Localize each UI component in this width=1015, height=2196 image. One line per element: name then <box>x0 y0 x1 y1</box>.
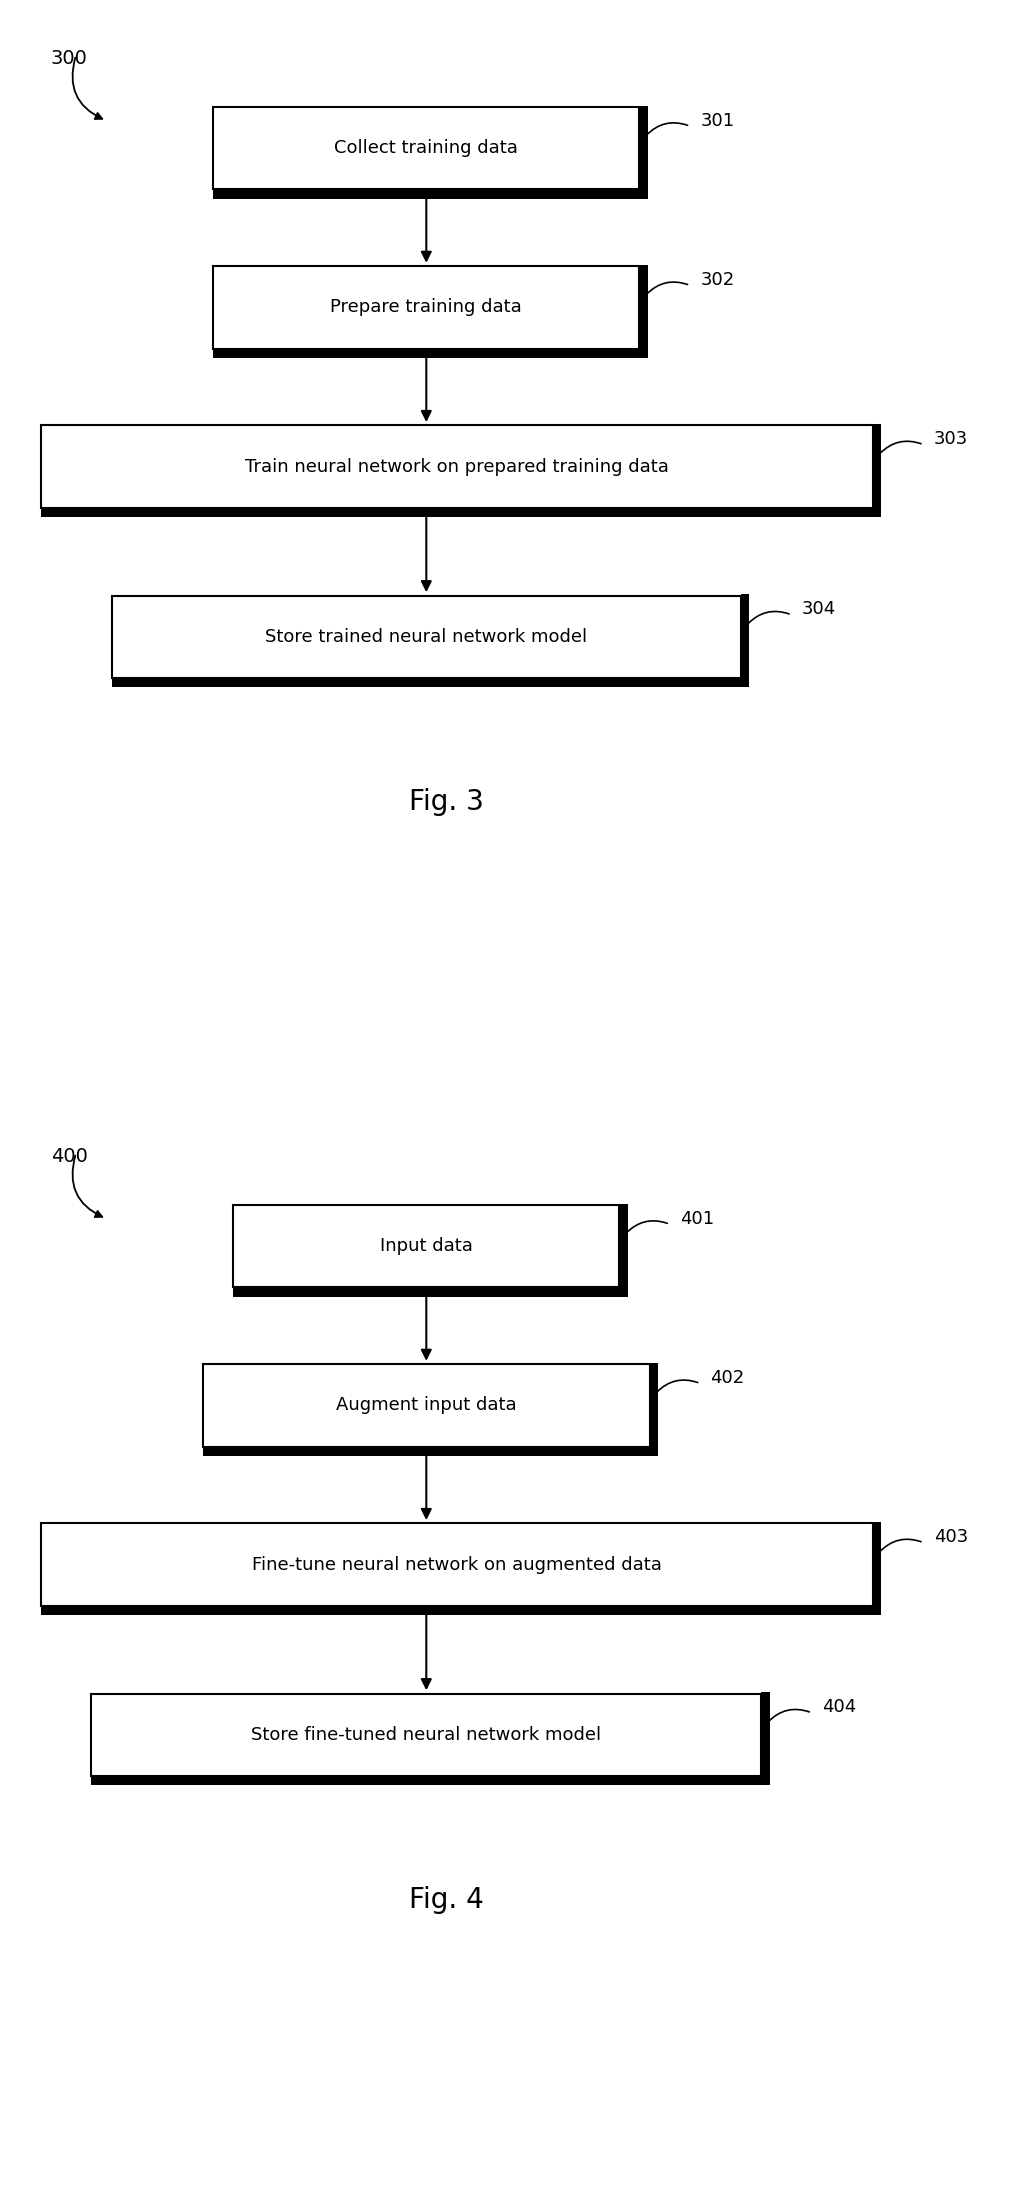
Bar <box>761 1693 769 1783</box>
Bar <box>639 105 648 198</box>
Bar <box>91 1777 769 1785</box>
Text: Store fine-tuned neural network model: Store fine-tuned neural network model <box>252 1726 601 1744</box>
Bar <box>41 426 873 507</box>
Bar <box>213 266 639 349</box>
Bar <box>213 189 648 198</box>
Bar <box>873 1522 881 1614</box>
Text: 301: 301 <box>700 112 735 130</box>
Bar <box>213 349 648 358</box>
Bar <box>112 595 741 679</box>
Text: 300: 300 <box>51 48 87 68</box>
Bar <box>203 1447 658 1456</box>
Bar <box>203 1364 650 1447</box>
Bar <box>639 266 648 356</box>
Text: 403: 403 <box>934 1528 968 1546</box>
Text: Collect training data: Collect training data <box>334 138 519 158</box>
Bar <box>650 1364 658 1454</box>
Bar <box>41 1524 873 1605</box>
Bar <box>619 1203 627 1296</box>
Bar <box>213 108 639 189</box>
Text: 402: 402 <box>710 1368 745 1388</box>
Bar <box>741 595 749 685</box>
Bar <box>91 1693 761 1777</box>
Bar <box>112 679 749 687</box>
Text: 401: 401 <box>680 1210 715 1228</box>
Bar <box>233 1287 627 1296</box>
Text: Store trained neural network model: Store trained neural network model <box>265 628 588 646</box>
Bar <box>873 424 881 516</box>
Text: Fine-tune neural network on augmented data: Fine-tune neural network on augmented da… <box>252 1555 662 1575</box>
Text: Fig. 4: Fig. 4 <box>409 1886 484 1913</box>
Text: Train neural network on prepared training data: Train neural network on prepared trainin… <box>245 457 669 477</box>
Bar <box>233 1206 619 1287</box>
Text: 304: 304 <box>802 600 836 619</box>
Text: Input data: Input data <box>380 1236 473 1256</box>
Text: 303: 303 <box>934 430 968 448</box>
Bar <box>41 507 881 516</box>
Text: 404: 404 <box>822 1698 857 1717</box>
Text: 302: 302 <box>700 270 735 290</box>
Text: Augment input data: Augment input data <box>336 1397 517 1414</box>
Text: Prepare training data: Prepare training data <box>331 299 522 316</box>
Text: Fig. 3: Fig. 3 <box>409 788 484 815</box>
Bar <box>41 1605 881 1614</box>
Text: 400: 400 <box>51 1146 87 1166</box>
